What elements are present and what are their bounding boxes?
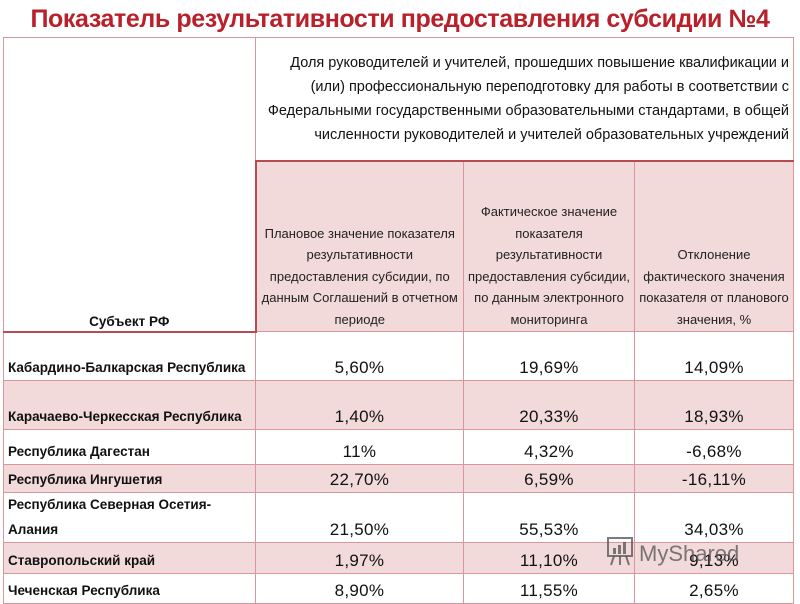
deviation-value: 2,65% xyxy=(633,573,795,604)
actual-value: 11,55% xyxy=(463,573,635,604)
planned-value: 21,50% xyxy=(255,492,464,543)
header-row-sub: Плановое значение показателя результатив… xyxy=(4,160,795,332)
slide-title: Показатель результативности предоставлен… xyxy=(30,5,770,33)
actual-value: 20,33% xyxy=(463,380,635,430)
subject-name: Республика Ингушетия xyxy=(3,464,256,493)
deviation-value: 34,03% xyxy=(633,492,795,543)
actual-value: 6,59% xyxy=(463,464,635,493)
table-row: Кабардино-Балкарская Республика 5,60% 19… xyxy=(3,330,795,381)
table-row: Республика Дагестан 11% 4,32% -6,68% xyxy=(3,429,795,465)
table-row: Республика Северная Осетия-Алания 21,50%… xyxy=(3,492,795,543)
table-row: Республика Ингушетия 22,70% 6,59% -16,11… xyxy=(3,464,795,493)
table-row: Чеченская Республика 8,90% 11,55% 2,65% xyxy=(3,573,795,604)
table-row: Ставропольский край 1,97% 11,10% 9,13% xyxy=(3,542,795,574)
subject-column-header: Субъект РФ xyxy=(3,37,256,332)
planned-value: 11% xyxy=(255,429,464,465)
actual-value: 11,10% xyxy=(463,542,635,574)
subsidy-indicator-table: Субъект РФ Доля руководителей и учителей… xyxy=(3,37,795,604)
planned-value: 1,97% xyxy=(255,542,464,574)
indicator-description: Доля руководителей и учителей, прошедших… xyxy=(254,37,795,162)
actual-value: 19,69% xyxy=(463,331,635,381)
planned-value: 22,70% xyxy=(255,464,464,493)
subject-name: Ставропольский край xyxy=(3,542,256,574)
header-row-top: Субъект РФ Доля руководителей и учителей… xyxy=(3,37,795,332)
deviation-value: -6,68% xyxy=(633,429,795,465)
deviation-value: 18,93% xyxy=(633,380,795,430)
planned-column-header: Плановое значение показателя результатив… xyxy=(254,160,464,332)
subject-name: Карачаево-Черкесская Республика xyxy=(3,380,256,430)
table-row: Карачаево-Черкесская Республика 1,40% 20… xyxy=(3,380,795,430)
planned-value: 5,60% xyxy=(255,331,464,381)
subject-name: Республика Северная Осетия-Алания xyxy=(3,492,256,543)
deviation-value: 9,13% xyxy=(633,542,795,574)
actual-value: 55,53% xyxy=(463,492,635,543)
planned-value: 1,40% xyxy=(255,380,464,430)
actual-column-header: Фактическое значение показателя результа… xyxy=(463,160,635,332)
actual-value: 4,32% xyxy=(463,429,635,465)
deviation-value: 14,09% xyxy=(633,331,795,381)
deviation-column-header: Отклонение фактического значения показат… xyxy=(633,160,795,332)
planned-value: 8,90% xyxy=(255,573,464,604)
subject-name: Кабардино-Балкарская Республика xyxy=(3,330,256,381)
subject-name: Республика Дагестан xyxy=(3,429,256,465)
subject-name: Чеченская Республика xyxy=(3,573,256,604)
deviation-value: -16,11% xyxy=(633,464,795,493)
